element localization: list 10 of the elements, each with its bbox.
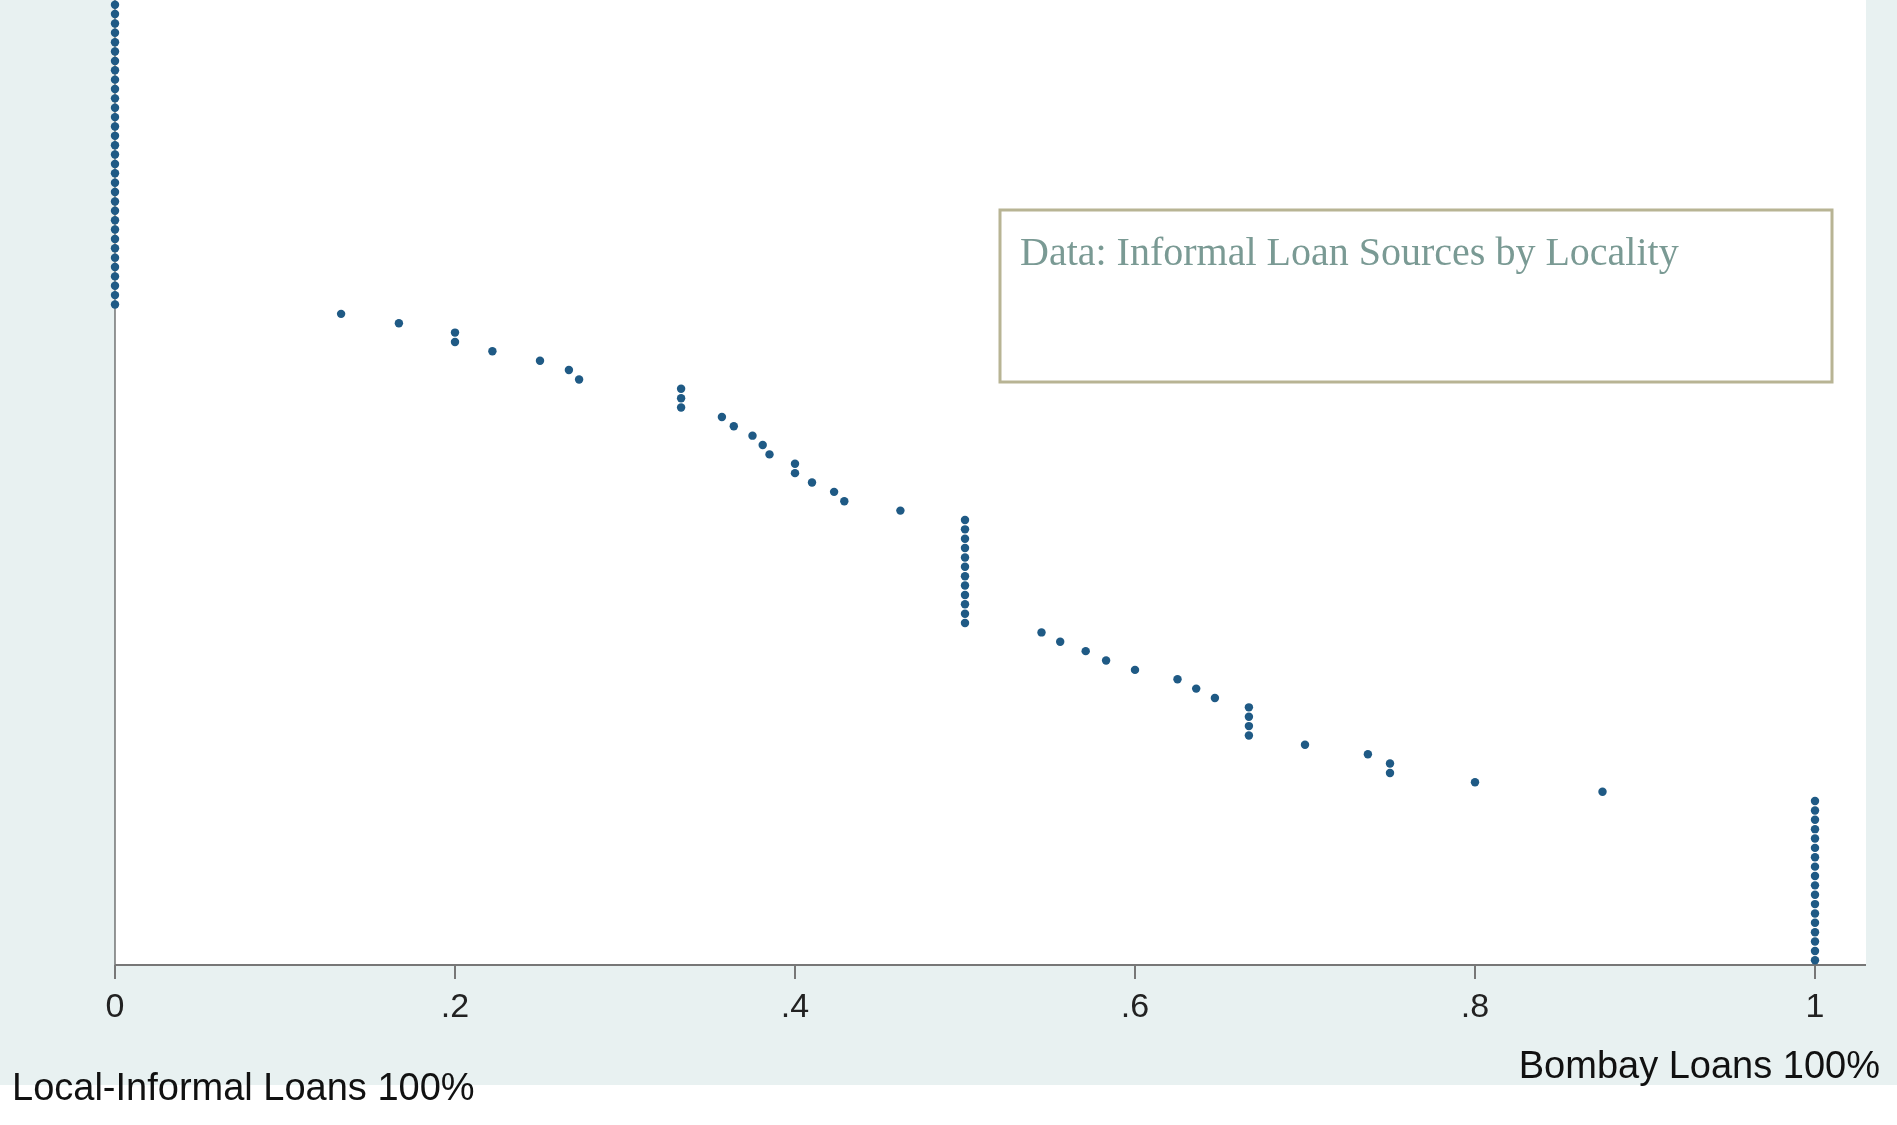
x-tick-label: 0: [105, 986, 125, 1024]
x-tick-label: 1: [1805, 986, 1825, 1024]
x-tick-label: .8: [1460, 986, 1490, 1024]
text: Bombay Loans 100%: [1518, 1044, 1880, 1086]
text-box: Data: Informal Loan Sources by Locality: [998, 208, 1834, 384]
x-tick-label: .4: [780, 986, 810, 1024]
x-tick-label: .6: [1120, 986, 1150, 1024]
x-tick-label: .2: [440, 986, 470, 1024]
annotation: Data: Informal Loan Sources by Locality: [1020, 229, 1679, 274]
text: Local-Informal Loans 100%: [12, 1066, 475, 1108]
